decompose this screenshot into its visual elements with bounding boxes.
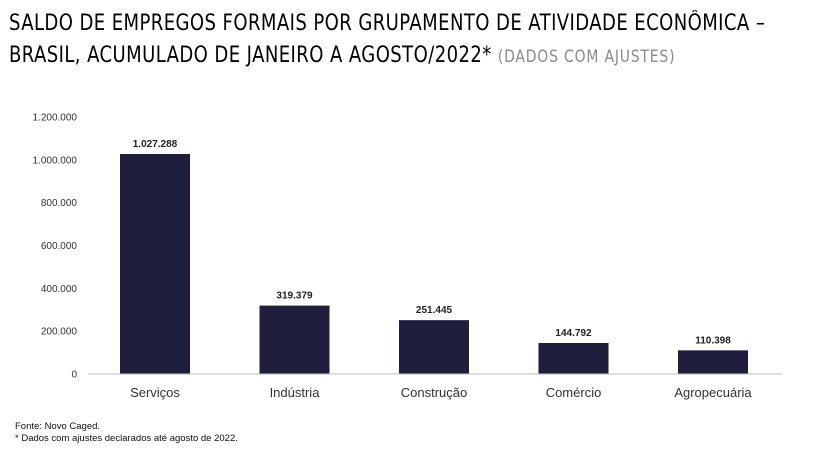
- bar-chart: 0 200.000 400.000 600.000 800.000 1.000.000 1.…: [33, 113, 782, 400]
- y-tick-label: 1.000.000: [33, 155, 78, 166]
- y-tick-label: 600.000: [41, 241, 78, 252]
- bar-value-label: 1.027.288: [133, 139, 178, 150]
- chart-title: SALDO DE EMPREGOS FORMAIS POR GRUPAMENTO…: [9, 8, 766, 73]
- chart-subtitle: (DADOS COM AJUSTES): [497, 47, 676, 67]
- bar-4: [678, 350, 748, 374]
- x-category-label: Serviços: [130, 385, 180, 400]
- bars: 1.027.288 319.379 251.445 144.792 110.398: [120, 139, 748, 374]
- x-category-label: Comércio: [546, 385, 602, 400]
- bar-value-label: 251.445: [416, 305, 453, 316]
- bar-0: [120, 153, 190, 374]
- y-tick-label: 400.000: [41, 284, 78, 295]
- y-tick-label: 0: [71, 370, 77, 381]
- chart-title-line2: BRASIL, ACUMULADO DE JANEIRO A AGOSTO/20…: [9, 40, 675, 73]
- bar-value-label: 144.792: [555, 328, 592, 339]
- y-tick-label: 200.000: [41, 327, 78, 338]
- bar-3: [538, 342, 609, 374]
- x-category-label: Indústria: [270, 385, 321, 400]
- y-axis: 0 200.000 400.000 600.000 800.000 1.000.000 1.…: [33, 113, 78, 381]
- bar-1: [259, 305, 330, 374]
- y-tick-label: 1.200.000: [33, 113, 78, 124]
- x-category-label: Construção: [401, 385, 467, 400]
- x-axis-labels: Serviços Indústria Construção Comércio Agrop…: [130, 385, 752, 400]
- adjustment-note: * Dados com ajustes declarados até agost…: [15, 433, 238, 444]
- chart-footer: Fonte: Novo Caged. * Dados com ajustes d…: [15, 421, 238, 445]
- bar-value-label: 110.398: [695, 335, 731, 346]
- bar-value-label: 319.379: [276, 291, 313, 302]
- chart-title-line2-text: BRASIL, ACUMULADO DE JANEIRO A AGOSTO/20…: [9, 43, 492, 68]
- y-tick-label: 800.000: [41, 198, 78, 209]
- source-note: Fonte: Novo Caged.: [15, 421, 101, 432]
- x-category-label: Agropecuária: [674, 385, 752, 400]
- bar-2: [399, 320, 469, 374]
- chart-title-line1: SALDO DE EMPREGOS FORMAIS POR GRUPAMENTO…: [9, 11, 766, 36]
